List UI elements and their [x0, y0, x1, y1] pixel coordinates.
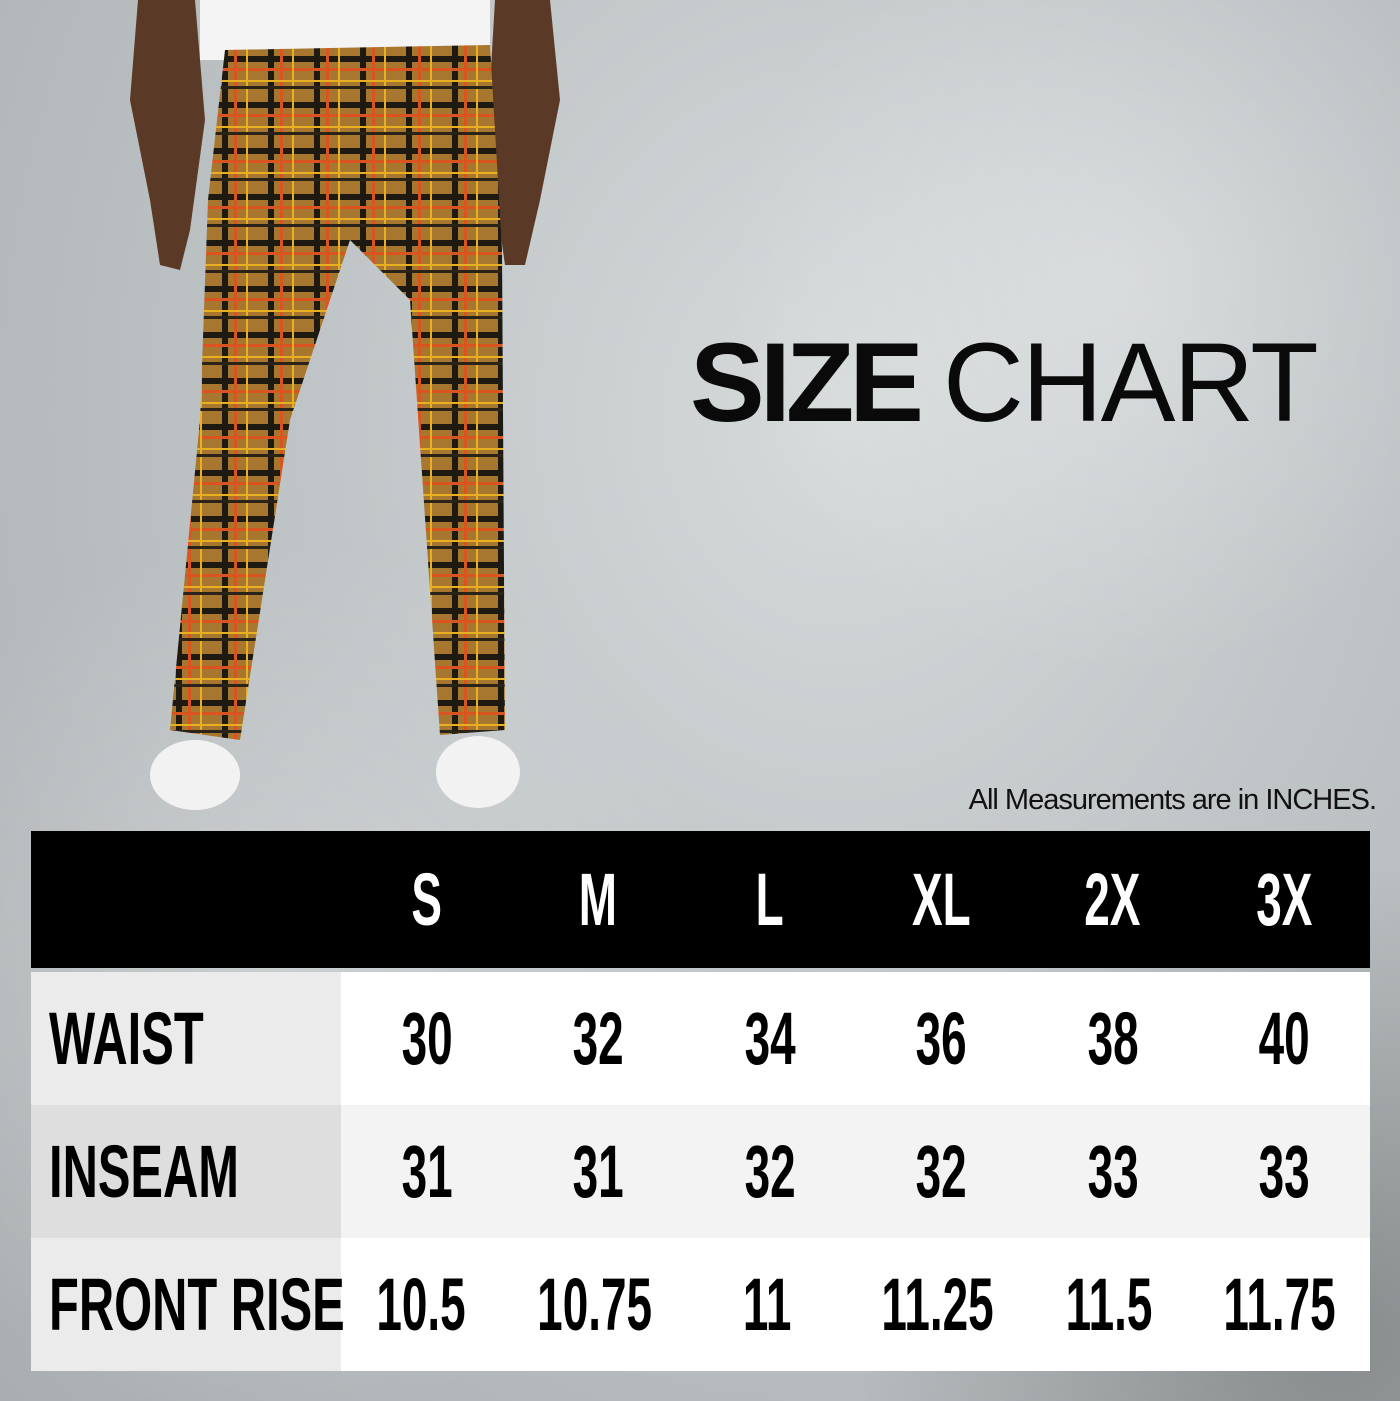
table-row: INSEAM 31 31 32 32 33 33 [31, 1105, 1370, 1238]
row-values: 10.5 10.75 11 11.25 11.5 11.75 [341, 1238, 1370, 1371]
size-header-row: S M L XL 2X 3X [31, 831, 1370, 968]
measurement-cell: 38 [1087, 997, 1139, 1080]
measurement-cell: 31 [401, 1130, 453, 1213]
units-note: All Measurements are in INCHES. [968, 784, 1377, 816]
size-table: S M L XL 2X 3X WAIST 30 32 34 36 38 40 INSEAM 31… [31, 831, 1370, 1371]
measurement-cell: 10.5 [376, 1263, 466, 1346]
size-header: M [579, 858, 618, 941]
measurement-cell: 10.75 [536, 1263, 652, 1346]
table-row: FRONT RISE 10.5 10.75 11 11.25 11.5 11.75 [31, 1238, 1370, 1371]
row-label: FRONT RISE [31, 1238, 345, 1371]
size-header: S [411, 858, 443, 941]
measurement-cell: 34 [744, 997, 796, 1080]
measurement-cell: 11.75 [1223, 1263, 1336, 1346]
measurement-cell: 11.25 [881, 1263, 994, 1346]
page-title: SIZE CHART [690, 318, 1319, 447]
title-bold: SIZE [690, 320, 924, 445]
size-header: 3X [1256, 858, 1313, 941]
size-header: 2X [1084, 858, 1141, 941]
row-label: INSEAM [31, 1105, 341, 1238]
size-header: L [755, 858, 784, 941]
measurement-cell: 32 [744, 1130, 796, 1213]
measurement-cell: 33 [1087, 1130, 1139, 1213]
measurement-cell: 40 [1258, 997, 1310, 1080]
row-label: WAIST [31, 972, 341, 1105]
model-plaid-pants-image [130, 0, 560, 810]
row-values: 31 31 32 32 33 33 [341, 1105, 1370, 1238]
measurement-cell: 11.5 [1065, 1263, 1153, 1346]
measurement-cell: 33 [1258, 1130, 1310, 1213]
measurement-cell: 11 [742, 1263, 792, 1346]
table-row: WAIST 30 32 34 36 38 40 [31, 972, 1370, 1105]
measurement-cell: 31 [572, 1130, 624, 1213]
measurement-cell: 32 [915, 1130, 967, 1213]
size-header: XL [911, 858, 971, 941]
title-light: CHART [942, 320, 1319, 445]
measurement-cell: 36 [915, 997, 967, 1080]
measurement-cell: 32 [572, 997, 624, 1080]
header-empty-cell [31, 831, 341, 968]
row-values: 30 32 34 36 38 40 [341, 972, 1370, 1105]
measurement-cell: 30 [401, 997, 453, 1080]
